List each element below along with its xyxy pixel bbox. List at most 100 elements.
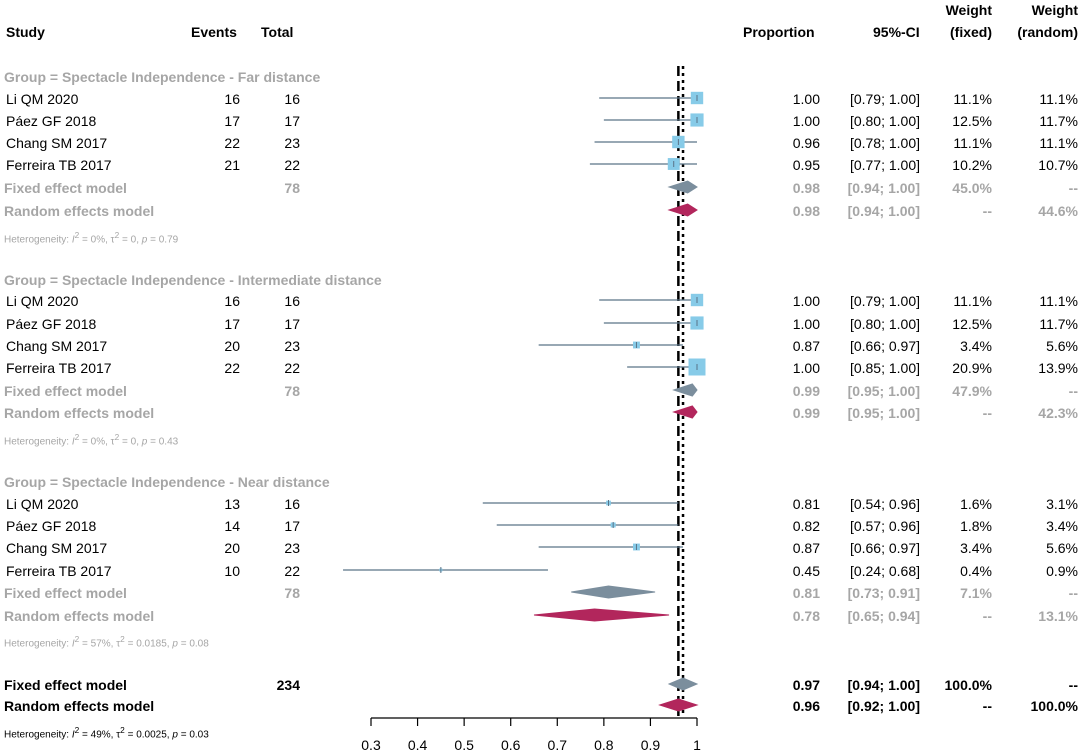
x-tick-label: 0.9 (641, 737, 661, 753)
x-tick-label: 0.4 (408, 737, 428, 753)
fixed-effect-diamond (667, 180, 698, 194)
random-model-weight-fixed: -- (982, 405, 992, 421)
study-weight-random: 11.7% (1039, 113, 1078, 129)
study-weight-random: 11.1% (1039, 293, 1078, 309)
group-title: Group = Spectacle Independence - Near di… (4, 474, 330, 490)
study-weight-random: 3.4% (1046, 518, 1078, 534)
header-events: Events (191, 24, 237, 40)
fixed-model-weight-random: -- (1068, 585, 1078, 601)
study-weight-random: 5.6% (1046, 338, 1078, 354)
study-name: Ferreira TB 2017 (6, 563, 112, 579)
study-ci: [0.79; 1.00] (849, 293, 920, 309)
study-ci: [0.85; 1.00] (849, 360, 920, 376)
study-proportion: 1.00 (792, 360, 820, 376)
study-name: Chang SM 2017 (6, 135, 108, 151)
heterogeneity-text: Heterogeneity: I2 = 0%, τ2 = 0, p = 0.79 (4, 230, 179, 246)
fixed-model-ci: [0.73; 0.91] (847, 585, 920, 601)
study-total: 17 (284, 518, 300, 534)
overall-fixed-weight-fixed: 100.0% (944, 677, 992, 693)
fixed-model-total: 78 (284, 585, 300, 601)
study-events: 10 (224, 563, 240, 579)
fixed-model-ci: [0.95; 1.00] (847, 383, 920, 399)
study-weight-random: 10.7% (1038, 157, 1078, 173)
study-weight-random: 11.1% (1039, 91, 1078, 107)
study-total: 17 (284, 316, 300, 332)
study-total: 23 (284, 135, 300, 151)
fixed-model-label: Fixed effect model (4, 180, 127, 196)
study-ci: [0.54; 0.96] (849, 496, 920, 512)
overall-fixed-ci: [0.94; 1.00] (847, 677, 920, 693)
random-model-weight-fixed: -- (982, 203, 992, 219)
fixed-model-weight-random: -- (1068, 383, 1078, 399)
study-total: 22 (284, 157, 300, 173)
study-events: 22 (224, 360, 240, 376)
study-proportion: 0.81 (792, 496, 820, 512)
study-weight-fixed: 1.8% (960, 518, 992, 534)
study-weight-fixed: 1.6% (960, 496, 992, 512)
study-weight-fixed: 12.5% (952, 113, 992, 129)
study-name: Chang SM 2017 (6, 540, 108, 556)
group-title: Group = Spectacle Independence - Interme… (4, 272, 382, 288)
study-proportion: 1.00 (792, 316, 820, 332)
random-model-weight-random: 13.1% (1038, 608, 1078, 624)
random-model-weight-random: 42.3% (1038, 405, 1078, 421)
study-weight-fixed: 3.4% (960, 338, 992, 354)
study-total: 23 (284, 338, 300, 354)
study-ci: [0.66; 0.97] (849, 338, 920, 354)
study-ci: [0.78; 1.00] (849, 135, 920, 151)
heterogeneity-text: Heterogeneity: I2 = 0%, τ2 = 0, p = 0.43 (4, 432, 179, 448)
study-weight-random: 3.1% (1046, 496, 1078, 512)
overall-fixed-label: Fixed effect model (4, 677, 127, 693)
study-name: Li QM 2020 (6, 496, 79, 512)
study-events: 16 (224, 91, 240, 107)
overall-random-diamond (658, 698, 699, 712)
study-proportion: 1.00 (792, 113, 820, 129)
random-model-weight-random: 44.6% (1038, 203, 1078, 219)
study-events: 22 (224, 135, 240, 151)
fixed-effect-diamond (571, 585, 656, 599)
header-ci: 95%-CI (873, 24, 920, 40)
random-model-ci: [0.95; 1.00] (847, 405, 920, 421)
random-model-ci: [0.94; 1.00] (847, 203, 920, 219)
fixed-model-proportion: 0.99 (792, 383, 820, 399)
study-weight-fixed: 3.4% (960, 540, 992, 556)
overall-fixed-weight-random: -- (1068, 677, 1078, 693)
heterogeneity-text: Heterogeneity: I2 = 57%, τ2 = 0.0185, p … (4, 634, 209, 650)
study-proportion: 0.95 (792, 157, 820, 173)
random-model-proportion: 0.78 (792, 608, 820, 624)
study-total: 22 (284, 563, 300, 579)
random-model-weight-fixed: -- (982, 608, 992, 624)
fixed-model-weight-fixed: 7.1% (960, 585, 992, 601)
study-name: Páez GF 2018 (6, 518, 97, 534)
fixed-model-total: 78 (284, 180, 300, 196)
study-ci: [0.66; 0.97] (849, 540, 920, 556)
overall-fixed-total: 234 (276, 677, 300, 693)
study-total: 22 (284, 360, 300, 376)
x-tick-label: 0.5 (454, 737, 474, 753)
overall-fixed-diamond (667, 677, 699, 691)
study-weight-fixed: 11.1% (953, 135, 992, 151)
header-total: Total (261, 24, 294, 40)
study-total: 16 (284, 293, 300, 309)
header-proportion: Proportion (743, 24, 815, 40)
header-study: Study (6, 24, 45, 40)
study-weight-fixed: 10.2% (952, 157, 992, 173)
study-name: Li QM 2020 (6, 91, 79, 107)
header-weight-fixed-1: Weight (945, 2, 992, 18)
study-ci: [0.80; 1.00] (849, 316, 920, 332)
study-name: Li QM 2020 (6, 293, 79, 309)
study-events: 21 (224, 157, 240, 173)
x-tick-label: 0.3 (361, 737, 381, 753)
x-tick-label: 0.8 (594, 737, 614, 753)
header-weight-random-1: Weight (1031, 2, 1078, 18)
random-effects-diamond (672, 405, 698, 419)
fixed-model-proportion: 0.98 (792, 180, 820, 196)
study-weight-random: 13.9% (1038, 360, 1078, 376)
study-events: 14 (224, 518, 240, 534)
study-proportion: 0.87 (792, 540, 820, 556)
fixed-model-weight-fixed: 45.0% (952, 180, 992, 196)
random-model-label: Random effects model (4, 203, 155, 219)
study-proportion: 0.87 (792, 338, 820, 354)
study-name: Chang SM 2017 (6, 338, 108, 354)
study-weight-random: 11.7% (1039, 316, 1078, 332)
